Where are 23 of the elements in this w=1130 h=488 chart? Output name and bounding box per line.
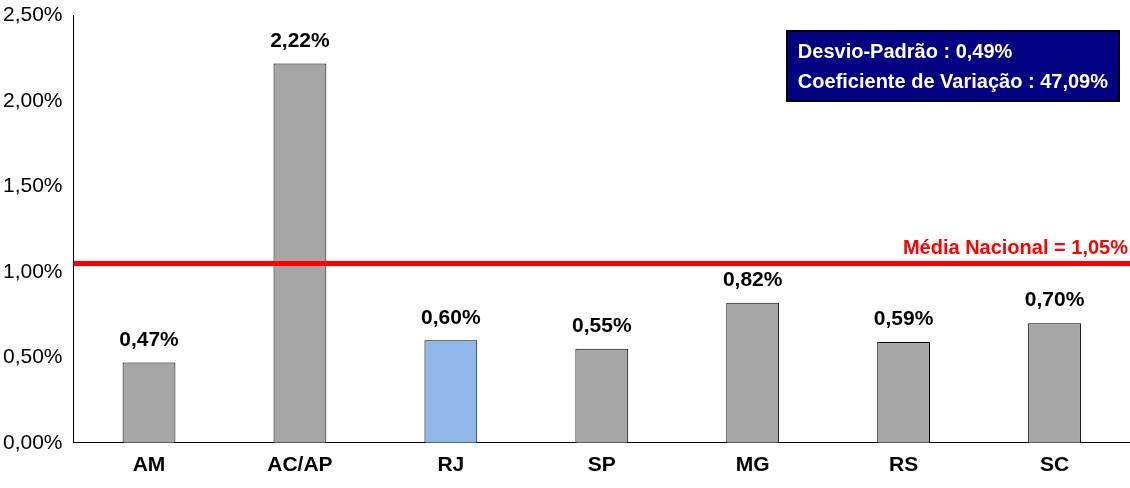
x-tick-label: MG	[735, 452, 770, 476]
data-label: 0,59%	[873, 306, 934, 330]
data-label: 0,60%	[421, 304, 481, 328]
y-tick-label: 0,00%	[3, 429, 63, 453]
y-tick-label: 2,00%	[3, 87, 63, 111]
annotation: Coeficiente de Variação : 47,09%	[797, 69, 1108, 94]
data-label: 2,22%	[270, 27, 331, 51]
x-tick-label: RJ	[437, 452, 465, 476]
y-tick-label: 1,00%	[3, 258, 63, 282]
data-label: 0,47%	[119, 326, 180, 350]
annotation: Desvio-Padrão : 0,49%	[797, 39, 1014, 64]
data-label: 0,82%	[722, 266, 783, 290]
x-tick-label: SC	[1039, 452, 1070, 476]
x-tick-label: RS	[889, 452, 919, 476]
ref-line-label: Média Nacional = 1,05%	[902, 235, 1129, 258]
y-tick-label: 0,50%	[3, 344, 63, 368]
x-tick-label: SP	[587, 452, 616, 476]
data-label: 0,70%	[1024, 287, 1085, 311]
y-tick-label: 1,50%	[3, 173, 63, 197]
x-tick-label: AM	[132, 452, 166, 476]
data-label: 0,55%	[572, 313, 632, 337]
y-tick-label: 2,50%	[3, 2, 63, 26]
x-tick-label: AC/AP	[267, 452, 333, 476]
